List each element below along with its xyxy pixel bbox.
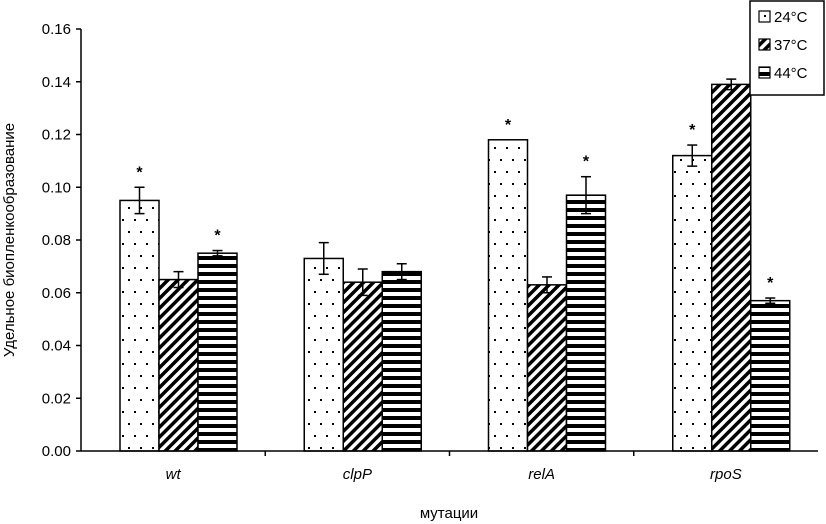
y-tick-label: 0.02 xyxy=(42,390,71,407)
bar-diagonal xyxy=(526,284,568,452)
legend-swatch-horizontal xyxy=(758,66,771,79)
plot-area: * * * * * * xyxy=(119,78,791,452)
bar-dots xyxy=(119,199,160,452)
y-tick-label: 0.06 xyxy=(42,285,71,302)
legend-label: 37°C xyxy=(774,37,808,54)
y-tick-label: 0.04 xyxy=(42,338,71,355)
y-tick-label: 0.08 xyxy=(42,232,71,249)
significance-marker: * xyxy=(767,275,774,292)
bar-dots xyxy=(303,257,344,452)
legend-label: 44°C xyxy=(774,65,808,82)
bar-diagonal xyxy=(711,83,752,452)
legend: 24°C 37°C 44°C xyxy=(749,0,825,96)
significance-marker: * xyxy=(505,117,512,134)
y-tick-label: 0.14 xyxy=(42,74,71,91)
legend-label: 24°C xyxy=(774,9,808,26)
significance-marker: * xyxy=(214,228,221,245)
x-tick-label: wt xyxy=(166,466,182,483)
bar-horizontal xyxy=(750,299,791,452)
bar-diagonal xyxy=(158,278,199,452)
y-tick-label: 0.00 xyxy=(42,443,71,460)
bar-horizontal xyxy=(197,252,238,452)
legend-swatch-diagonal xyxy=(758,38,771,51)
bar-diagonal xyxy=(342,281,383,452)
legend-swatch-dots xyxy=(758,10,771,23)
y-tick-label: 0.10 xyxy=(42,179,71,196)
y-axis-label: Удельное биопленкообразование xyxy=(1,123,18,357)
bar-dots xyxy=(487,139,529,452)
axes: 0.00 0.02 0.04 0.06 0.08 0.10 0.12 0.14 0.16 wt cl… xyxy=(42,21,818,483)
bar-dots xyxy=(672,154,713,452)
x-tick-label: rpoS xyxy=(710,466,742,483)
bar-horizontal xyxy=(381,270,422,452)
y-tick-label: 0.12 xyxy=(42,127,71,144)
x-tick-label: relA xyxy=(528,466,555,483)
bar-horizontal xyxy=(565,194,607,452)
significance-marker: * xyxy=(583,154,590,171)
y-tick-label: 0.16 xyxy=(42,21,71,38)
significance-marker: * xyxy=(136,164,143,181)
x-axis-label: мутации xyxy=(420,505,478,522)
significance-marker: * xyxy=(689,122,696,139)
x-tick-label: clpP xyxy=(343,466,372,483)
